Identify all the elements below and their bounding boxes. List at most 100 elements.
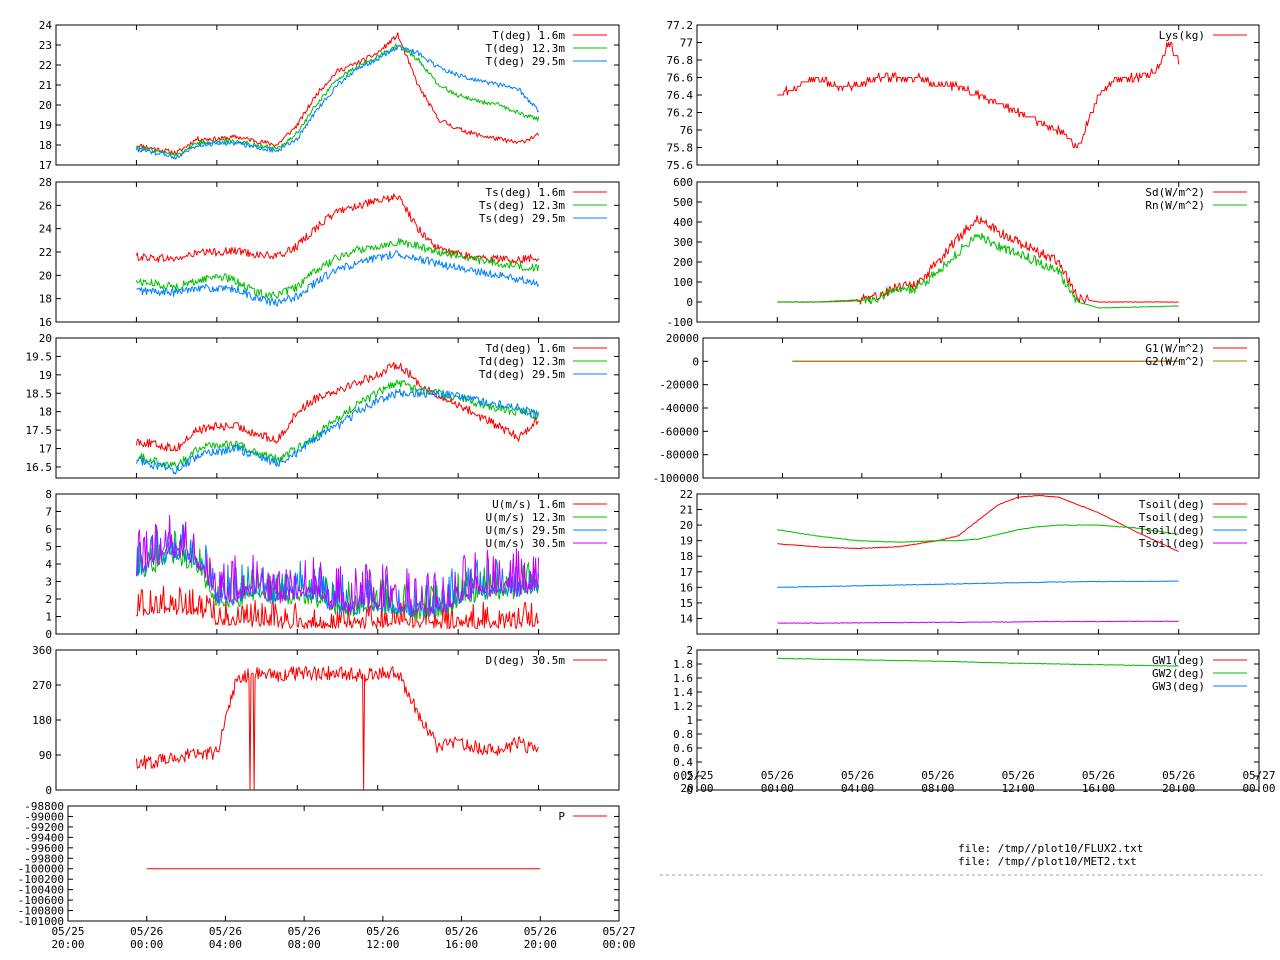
y-tick-label-radiation: 200 [673, 256, 693, 269]
legend-label-wind-dir: D(deg) 30.5m [486, 654, 566, 667]
y-tick-label-pressure: -99400 [24, 831, 64, 844]
y-tick-label-soil-heat-flux: -60000 [659, 425, 699, 438]
series-line-radiation-0 [777, 215, 1179, 305]
y-tick-label-wind-speed: 0 [45, 628, 52, 641]
y-tick-label-lysimeter: 76.6 [667, 72, 694, 85]
y-tick-label-soil-water: 0 [686, 784, 693, 797]
y-tick-label-wind-speed: 3 [45, 576, 52, 589]
y-tick-label-soil-heat-flux: -40000 [659, 402, 699, 415]
legend-label-wind-speed: U(m/s) 29.5m [486, 524, 566, 537]
chart-panel-radiation: -100 0 100 200 300 400 500 600 Sd(W/m^2)Rn(W/m^2… [667, 176, 1260, 329]
legend-label-air-temp: T(deg) 29.5m [486, 55, 566, 68]
legend-label-air-temp: T(deg) 1.6m [492, 29, 565, 42]
y-tick-label-soil-water: 1.4 [673, 686, 693, 699]
x-tick-label-date: 05/27 [1242, 769, 1275, 782]
y-tick-label-soil-temp: 19 [680, 535, 693, 548]
y-tick-label-pressure: -99800 [24, 852, 64, 865]
y-tick-label-sonic-temp: 26 [39, 199, 52, 212]
y-tick-label-radiation: 100 [673, 276, 693, 289]
plot-frame-wind-dir [55, 649, 620, 791]
y-tick-label-soil-heat-flux: -20000 [659, 379, 699, 392]
y-tick-label-wind-speed: 7 [45, 506, 52, 519]
x-tick-label-date: 05/26 [1162, 769, 1195, 782]
x-tick-label-date: 05/26 [288, 925, 321, 938]
series-line-air-temp-2 [135, 45, 539, 160]
chart-panel-wind-dir: 0 90 180 270 360 D(deg) 30.5m [32, 644, 620, 797]
x-tick-label-date: 05/26 [366, 925, 399, 938]
y-tick-label-soil-water: 1.6 [673, 672, 693, 685]
y-tick-label-soil-heat-flux: -100000 [653, 472, 699, 485]
legend-label-d-temp: Td(deg) 29.5m [479, 368, 565, 381]
y-tick-label-soil-heat-flux: 20000 [666, 332, 699, 345]
y-tick-label-lysimeter: 76 [680, 124, 693, 137]
x-axis-labels: 05/2520:0005/2600:0005/2604:0005/2608:00… [51, 769, 1275, 951]
y-tick-label-soil-temp: 20 [680, 519, 693, 532]
x-tick-label-date: 05/26 [445, 925, 478, 938]
y-tick-label-pressure: -100600 [18, 894, 64, 907]
legend-label-d-temp: Td(deg) 12.3m [479, 355, 565, 368]
x-tick-label-date: 05/26 [524, 925, 557, 938]
legend-label-radiation: Rn(W/m^2) [1145, 199, 1205, 212]
plot-frame-d-temp [55, 337, 620, 479]
y-tick-label-air-temp: 17 [39, 159, 52, 172]
series-line-air-temp-0 [136, 32, 540, 155]
y-tick-label-soil-water: 2 [686, 644, 693, 657]
x-tick-label-date: 05/26 [761, 769, 794, 782]
y-tick-label-sonic-temp: 18 [39, 293, 52, 306]
legend-label-wind-speed: U(m/s) 30.5m [486, 537, 566, 550]
chart-panel-soil-water: 00.20.40.60.811.21.41.61.82 GW1(deg)GW2(d… [673, 644, 1260, 797]
y-tick-label-wind-dir: 180 [32, 714, 52, 727]
y-tick-label-pressure: -99200 [24, 821, 64, 834]
y-tick-label-pressure: -100400 [18, 884, 64, 897]
y-tick-label-soil-temp: 14 [680, 612, 694, 625]
x-tick-label-time: 16:00 [1082, 782, 1115, 795]
y-tick-label-wind-dir: 270 [32, 679, 52, 692]
x-tick-label-time: 08:00 [921, 782, 954, 795]
series-line-wind-speed-3 [136, 514, 540, 616]
series-line-sonic-temp-1 [135, 237, 540, 300]
x-tick-label-time: 16:00 [445, 938, 478, 951]
y-tick-label-lysimeter: 76.4 [667, 89, 694, 102]
y-tick-label-sonic-temp: 22 [39, 246, 52, 259]
y-tick-label-d-temp: 16.5 [26, 461, 53, 474]
series-line-radiation-1 [777, 232, 1179, 309]
y-tick-label-d-temp: 18.5 [26, 387, 53, 400]
legend-label-sonic-temp: Ts(deg) 1.6m [486, 186, 566, 199]
y-tick-label-soil-temp: 15 [680, 597, 693, 610]
y-tick-label-air-temp: 20 [39, 99, 52, 112]
legend-label-sonic-temp: Ts(deg) 12.3m [479, 199, 565, 212]
y-tick-label-soil-temp: 18 [680, 550, 693, 563]
y-tick-label-wind-dir: 90 [39, 749, 52, 762]
series-line-wind-dir-0 [135, 665, 540, 790]
series-line-sonic-temp-2 [136, 250, 540, 307]
y-tick-label-soil-temp: 17 [680, 566, 693, 579]
y-tick-label-wind-dir: 0 [45, 784, 52, 797]
y-tick-label-soil-water: 1 [686, 714, 693, 727]
y-tick-label-radiation: 600 [673, 176, 693, 189]
chart-panel-pressure: -101000-100800-100600-100400-100200-1000… [18, 800, 620, 928]
legend-label-soil-heat-flux: G2(W/m^2) [1145, 355, 1205, 368]
legend-label-soil-temp: Tsoil(deg) [1139, 498, 1205, 511]
y-tick-label-pressure: -98800 [24, 800, 64, 813]
y-tick-label-pressure: -99000 [24, 810, 64, 823]
legend-label-soil-water: GW1(deg) [1152, 654, 1205, 667]
y-tick-label-radiation: -100 [667, 316, 694, 329]
y-tick-label-pressure: -100000 [18, 863, 64, 876]
legend-label-soil-heat-flux: G1(W/m^2) [1145, 342, 1205, 355]
series-line-d-temp-0 [135, 362, 539, 452]
series-line-sonic-temp-0 [135, 193, 540, 264]
y-tick-label-wind-speed: 8 [45, 488, 52, 501]
y-tick-label-wind-speed: 4 [45, 558, 52, 571]
legend-label-radiation: Sd(W/m^2) [1145, 186, 1205, 199]
series-line-d-temp-1 [136, 379, 540, 471]
file-info-line-2: file: /tmp//plot10/MET2.txt [958, 855, 1137, 868]
x-tick-label-date: 05/25 [680, 769, 713, 782]
y-tick-label-sonic-temp: 24 [39, 223, 53, 236]
y-tick-label-soil-water: 1.2 [673, 700, 693, 713]
x-tick-label-time: 00:00 [602, 938, 635, 951]
y-tick-label-air-temp: 18 [39, 139, 52, 152]
y-tick-label-soil-heat-flux: -80000 [659, 449, 699, 462]
y-tick-label-lysimeter: 76.8 [667, 54, 694, 67]
